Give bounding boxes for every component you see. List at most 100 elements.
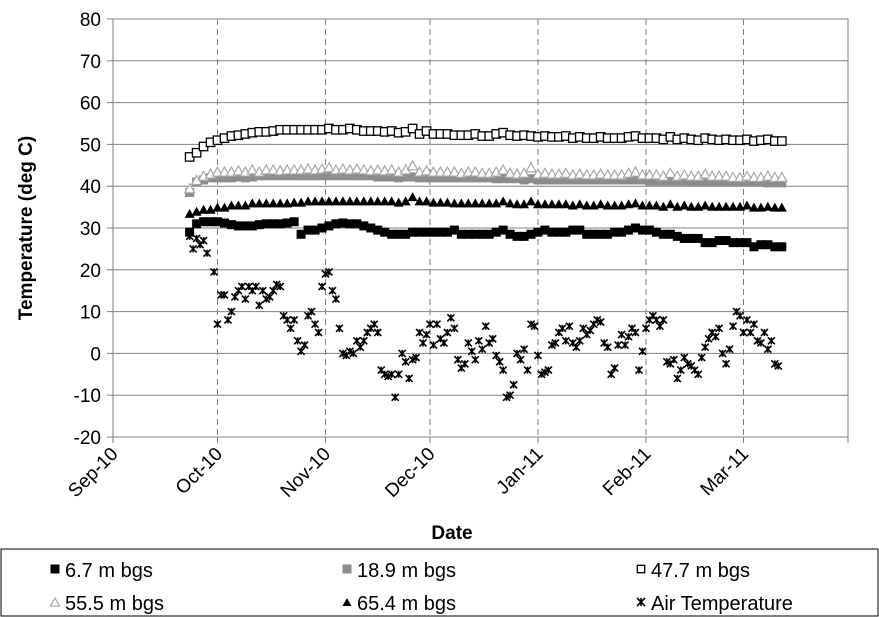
data-point	[324, 267, 334, 276]
data-point	[420, 164, 433, 176]
data-point	[247, 221, 257, 231]
data-point	[290, 315, 299, 325]
data-point	[631, 223, 641, 233]
data-point	[735, 201, 746, 211]
data-point	[497, 163, 510, 175]
data-point	[526, 196, 537, 206]
data-point	[624, 332, 633, 341]
data-point	[345, 219, 355, 229]
data-point	[624, 175, 634, 185]
data-point	[310, 225, 320, 235]
data-point	[763, 178, 773, 188]
data-point	[310, 320, 320, 329]
data-point	[524, 161, 538, 173]
data-point	[644, 176, 654, 186]
data-point	[310, 196, 321, 206]
data-point	[718, 349, 727, 358]
data-point	[463, 229, 473, 239]
data-point	[573, 167, 586, 179]
data-point	[352, 219, 362, 229]
data-point	[638, 347, 647, 356]
y-tick-label: 30	[80, 219, 101, 240]
legend-label: 18.9 m bgs	[357, 560, 456, 582]
data-point	[776, 202, 787, 212]
data-point	[391, 393, 400, 402]
data-point	[609, 200, 620, 210]
y-tick-label: -10	[74, 386, 101, 407]
data-point	[415, 227, 425, 237]
data-point	[443, 328, 452, 337]
data-point	[260, 163, 273, 175]
series-65-4-m-bgs	[184, 192, 787, 218]
data-point	[727, 171, 740, 183]
data-point	[601, 168, 614, 180]
data-point	[379, 196, 390, 206]
data-point	[749, 320, 759, 329]
data-point	[579, 324, 588, 333]
legend-marker	[49, 596, 61, 607]
data-point	[748, 202, 759, 212]
data-point	[617, 175, 627, 185]
data-point	[460, 359, 469, 368]
data-point	[202, 249, 212, 258]
data-point	[240, 173, 250, 183]
data-point	[441, 165, 454, 177]
data-point	[545, 167, 558, 179]
y-tick-label: 80	[80, 10, 101, 31]
legend-marker	[636, 564, 646, 574]
series-air-temperature	[185, 232, 783, 402]
data-point	[429, 340, 438, 350]
y-tick-label: -20	[74, 428, 101, 449]
data-point	[219, 173, 229, 183]
data-point	[565, 322, 574, 331]
data-point	[330, 196, 341, 206]
legend-label: Air Temperature	[651, 593, 793, 615]
data-point	[462, 165, 475, 177]
legend-marker	[50, 564, 60, 574]
data-point	[233, 200, 244, 210]
data-point	[693, 201, 704, 211]
data-point	[523, 366, 532, 375]
data-point	[246, 163, 259, 175]
data-point	[349, 349, 358, 358]
data-point	[275, 219, 285, 229]
data-point	[491, 227, 501, 237]
data-point	[676, 366, 685, 375]
data-point	[282, 218, 292, 228]
data-point	[337, 196, 348, 206]
data-point	[446, 313, 455, 322]
data-point	[286, 324, 295, 333]
data-point	[421, 196, 432, 206]
data-point	[603, 343, 612, 352]
data-point	[636, 168, 649, 180]
data-point	[414, 196, 425, 206]
data-point	[637, 175, 647, 185]
data-point	[561, 175, 571, 185]
data-point	[317, 196, 328, 206]
data-point	[453, 355, 462, 364]
data-point	[464, 338, 473, 348]
data-point	[603, 229, 613, 239]
data-point	[610, 175, 620, 185]
data-point	[191, 147, 202, 158]
data-point	[561, 336, 570, 345]
data-point	[643, 168, 656, 180]
data-point	[553, 199, 564, 209]
data-point	[265, 292, 274, 302]
data-point	[693, 233, 703, 243]
data-point	[276, 282, 285, 291]
data-point	[776, 136, 787, 146]
data-point	[275, 171, 285, 181]
data-point	[746, 328, 755, 337]
data-point	[427, 165, 440, 177]
legend-marker	[636, 597, 646, 607]
data-point	[255, 301, 264, 310]
data-point	[610, 363, 619, 373]
data-point	[406, 159, 419, 171]
data-point	[282, 198, 293, 208]
data-point	[199, 236, 208, 245]
data-point	[220, 290, 229, 299]
data-point	[551, 338, 560, 348]
data-point	[450, 324, 459, 333]
